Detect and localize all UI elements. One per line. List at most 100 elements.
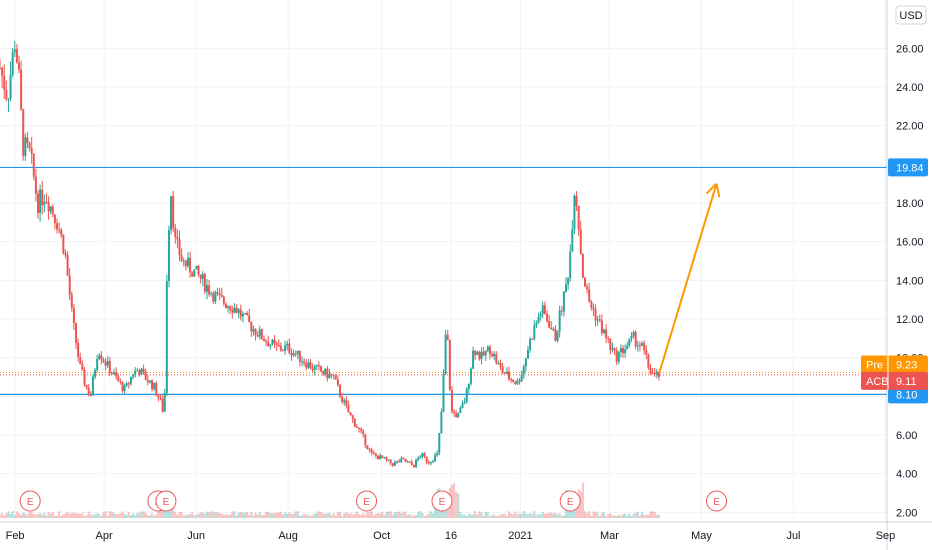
- volume-bar: [277, 512, 280, 518]
- candle-body: [651, 373, 654, 375]
- candle-body: [398, 461, 401, 463]
- candle-body: [497, 363, 500, 365]
- earnings-event-marker[interactable]: [559, 490, 581, 512]
- volume-bar: [592, 511, 595, 518]
- price-axis-area[interactable]: [887, 0, 932, 550]
- volume-bar: [98, 514, 101, 518]
- candle-body: [364, 434, 367, 446]
- candle-body: [324, 368, 327, 375]
- candle-body: [233, 307, 236, 313]
- volume-bar: [0, 514, 1, 518]
- earnings-event-marker[interactable]: [431, 490, 453, 512]
- candle-body: [83, 369, 86, 385]
- candle-body: [311, 368, 314, 370]
- candle-body: [421, 453, 424, 457]
- volume-bar: [491, 515, 494, 518]
- volume-bar: [262, 514, 265, 518]
- candle-body: [645, 350, 648, 355]
- candle-body: [463, 401, 466, 404]
- volume-bar: [467, 513, 470, 518]
- candle-body: [575, 195, 578, 206]
- candle-body: [634, 331, 637, 347]
- candle-body: [151, 380, 154, 390]
- candle-body: [537, 316, 540, 323]
- volume-bar: [545, 513, 548, 518]
- candle-body: [554, 328, 557, 341]
- volume-bar: [488, 515, 491, 518]
- earnings-event-marker[interactable]: [19, 490, 41, 512]
- candle-body: [294, 353, 297, 355]
- volume-bar: [645, 514, 648, 518]
- arrow-shaft[interactable]: [658, 183, 718, 374]
- volume-bar: [406, 514, 409, 518]
- volume-bar: [617, 514, 620, 518]
- candle-body: [419, 456, 422, 459]
- volume-bar: [138, 512, 141, 518]
- volume-bar: [537, 514, 540, 518]
- candle-body: [641, 342, 644, 346]
- candle-body: [349, 412, 352, 416]
- candle-body: [290, 352, 293, 356]
- candle-body: [366, 445, 369, 450]
- candle-body: [246, 312, 249, 316]
- volume-bar: [231, 511, 234, 518]
- volume-bar: [32, 514, 35, 518]
- volume-bar: [469, 514, 472, 518]
- volume-bar: [455, 491, 458, 518]
- candle-body: [203, 273, 206, 292]
- x-tick-label: Feb: [6, 530, 25, 542]
- volume-bar: [368, 512, 371, 518]
- candle-body: [9, 75, 12, 99]
- candle-body: [630, 335, 633, 339]
- candle-body: [655, 371, 658, 375]
- volume-bar: [636, 511, 639, 518]
- candle-body: [32, 153, 35, 177]
- volume-bar: [556, 514, 559, 518]
- volume-bar: [474, 511, 477, 518]
- volume-bar: [341, 515, 344, 518]
- candle-body: [510, 379, 513, 381]
- volume-bar: [628, 513, 631, 518]
- candle-body: [281, 349, 284, 351]
- volume-bar: [427, 513, 430, 518]
- candle-body: [222, 296, 225, 304]
- candle-body: [320, 366, 323, 372]
- candle-body: [18, 62, 21, 70]
- earnings-event-marker[interactable]: [356, 490, 378, 512]
- candle-body: [495, 353, 498, 364]
- candle-body: [68, 275, 71, 295]
- candle-body: [172, 196, 175, 228]
- earnings-event-label: E: [713, 497, 720, 508]
- volume-bar: [132, 513, 135, 518]
- volume-bar: [235, 515, 238, 518]
- candle-body: [393, 461, 396, 466]
- candle-body: [239, 309, 242, 317]
- earnings-event-marker[interactable]: [706, 490, 728, 512]
- y-tick-label: 14.00: [896, 275, 924, 287]
- volume-bar: [15, 511, 18, 518]
- candle-body: [243, 312, 246, 314]
- volume-bar: [182, 515, 185, 518]
- candle-body: [58, 229, 61, 231]
- candle-body: [205, 285, 208, 292]
- volume-bar: [53, 515, 56, 518]
- earnings-event-marker[interactable]: [155, 490, 177, 512]
- candle-body: [385, 457, 388, 460]
- volume-bar: [134, 515, 137, 518]
- candle-body: [252, 329, 255, 332]
- volume-bar: [75, 513, 78, 518]
- volume-bar: [66, 511, 69, 518]
- candle-body: [286, 343, 289, 346]
- candle-body: [227, 306, 230, 308]
- currency-button[interactable]: USD: [895, 5, 927, 25]
- volume-bar: [415, 514, 418, 518]
- volume-bar: [233, 511, 236, 518]
- volume-bar: [355, 511, 358, 518]
- volume-bar: [271, 513, 274, 518]
- candle-body: [503, 372, 506, 374]
- volume-bar: [246, 512, 249, 518]
- volume-bar: [383, 514, 386, 518]
- volume-bar: [347, 513, 350, 518]
- candle-body: [7, 98, 10, 100]
